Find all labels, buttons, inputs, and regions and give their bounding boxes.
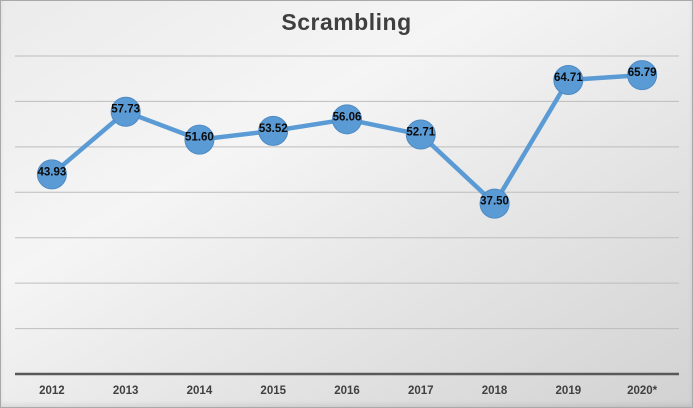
data-label: 37.50 [480, 196, 509, 208]
data-label: 53.52 [259, 123, 288, 135]
data-label: 64.71 [554, 72, 583, 84]
data-point-marker-2014 [184, 124, 215, 155]
data-label: 43.93 [37, 166, 66, 178]
data-label: 52.71 [406, 127, 435, 139]
data-point-marker-2016 [332, 104, 362, 135]
data-point-marker-2015 [258, 115, 289, 146]
x-tick-label: 2016 [334, 385, 360, 397]
data-label: 56.06 [333, 111, 362, 123]
data-label: 65.79 [628, 67, 657, 79]
data-label: 57.73 [111, 104, 140, 116]
series-line [49, 72, 645, 206]
data-point-marker-2019 [553, 65, 584, 96]
data-label: 51.60 [185, 132, 214, 144]
x-tick-label: 2015 [260, 385, 286, 397]
x-tick-label: 2012 [39, 385, 65, 397]
x-tick-label: 2020* [627, 385, 658, 397]
data-point-marker-2013 [110, 96, 141, 127]
x-tick-label: 2017 [408, 385, 434, 397]
x-tick-label: 2018 [482, 385, 508, 397]
x-tick-label: 2013 [113, 385, 139, 397]
data-point-marker-2017 [405, 119, 436, 150]
data-point-marker-2018 [479, 188, 510, 219]
data-point-marker-2020* [627, 60, 658, 91]
data-point-marker-2012 [36, 159, 67, 190]
x-tick-label: 2019 [556, 385, 582, 397]
x-tick-label: 2014 [187, 385, 213, 397]
